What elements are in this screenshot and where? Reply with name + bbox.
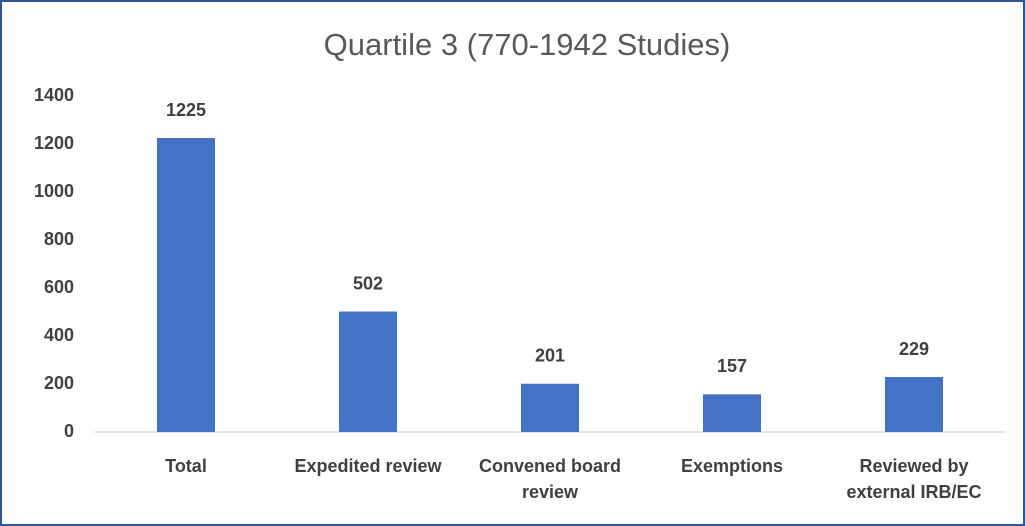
y-tick-label: 0 <box>64 421 74 441</box>
y-tick-label: 1400 <box>34 85 74 105</box>
x-tick-label: Expedited review <box>294 456 442 476</box>
bar <box>157 138 215 432</box>
data-label: 157 <box>717 356 747 376</box>
data-label: 502 <box>353 273 383 293</box>
x-tick-label: Convened board review <box>478 456 621 502</box>
data-label: 229 <box>899 339 929 359</box>
y-tick-label: 200 <box>44 373 74 393</box>
y-tick-label: 1200 <box>34 133 74 153</box>
y-tick-label: 400 <box>44 325 74 345</box>
bar <box>521 383 579 432</box>
x-tick-label: Exemptions <box>680 456 784 476</box>
y-tick-label: 800 <box>44 229 74 249</box>
y-tick-label: 1000 <box>34 181 74 201</box>
bar <box>885 377 943 432</box>
bar <box>339 311 397 432</box>
y-tick-label: 600 <box>44 277 74 297</box>
data-label: 1225 <box>166 100 206 120</box>
data-label: 201 <box>535 346 565 366</box>
x-tick-label: Reviewed by external IRB/EC <box>846 456 982 502</box>
chart-title: Quartile 3 (770-1942 Studies) <box>324 27 731 62</box>
x-tick-label: Total <box>165 456 207 476</box>
bar <box>703 394 761 432</box>
